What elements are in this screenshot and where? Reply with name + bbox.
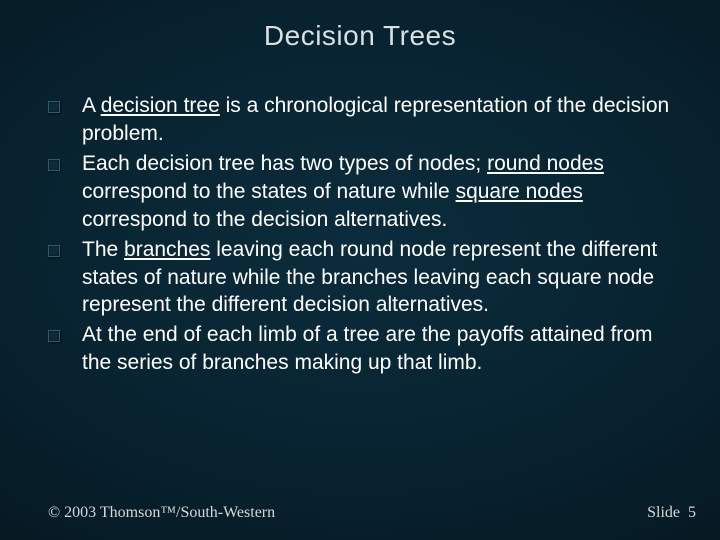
text-run: Each decision tree has two types of node… [82,152,487,175]
footer-copyright: © 2003 Thomson™/South-Western [48,504,275,522]
bullet-text: At the end of each limb of a tree are th… [82,321,678,377]
slide-number: 5 [688,504,696,521]
list-item: The branches leaving each round node rep… [48,236,678,320]
bullet-text: A decision tree is a chronological repre… [82,92,678,148]
square-bullet-icon [48,159,60,171]
text-run: correspond to the states of nature while [82,180,456,203]
slide-label: Slide [647,504,680,521]
underlined-term: decision tree [101,94,220,117]
square-bullet-icon [48,101,60,113]
text-run: The [82,238,124,261]
text-run: At the end of each limb of a tree are th… [82,323,652,374]
square-bullet-icon [48,330,60,342]
text-run: A [82,94,101,117]
slide-title: Decision Trees [0,20,720,52]
slide-body: A decision tree is a chronological repre… [48,92,678,379]
bullet-text: Each decision tree has two types of node… [82,150,678,234]
bullet-text: The branches leaving each round node rep… [82,236,678,320]
text-run: correspond to the decision alternatives. [82,208,447,231]
underlined-term: round nodes [487,152,604,175]
list-item: Each decision tree has two types of node… [48,150,678,234]
slide: Decision Trees A decision tree is a chro… [0,0,720,540]
list-item: At the end of each limb of a tree are th… [48,321,678,377]
square-bullet-icon [48,245,60,257]
underlined-term: branches [124,238,210,261]
list-item: A decision tree is a chronological repre… [48,92,678,148]
underlined-term: square nodes [456,180,583,203]
footer-slide-number: Slide 5 [647,504,696,522]
